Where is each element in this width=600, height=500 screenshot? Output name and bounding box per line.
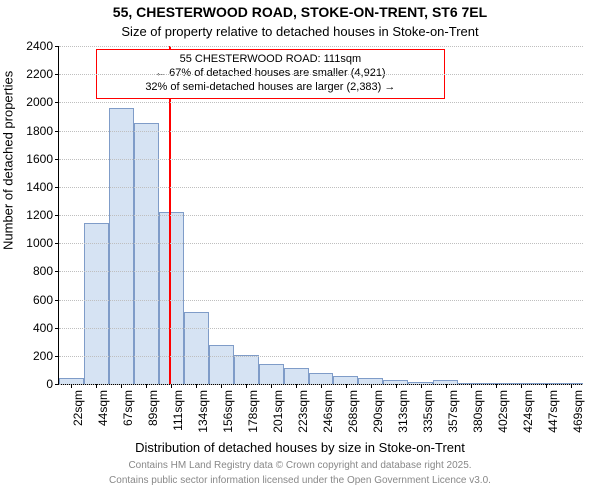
x-tick-label: 268sqm — [346, 384, 360, 433]
x-tick-label: 447sqm — [546, 384, 560, 433]
histogram-bar — [234, 355, 259, 384]
histogram-bar — [109, 108, 134, 384]
gridline — [59, 46, 583, 47]
histogram-bar — [209, 345, 234, 384]
x-tick-label: 335sqm — [421, 384, 435, 433]
x-tick-label: 156sqm — [221, 384, 235, 433]
y-tick-label: 800 — [33, 264, 59, 278]
gridline — [59, 74, 583, 75]
x-tick-label: 201sqm — [271, 384, 285, 433]
x-tick-label: 178sqm — [246, 384, 260, 433]
histogram-bar — [259, 364, 284, 384]
gridline — [59, 102, 583, 103]
y-tick-label: 0 — [46, 377, 59, 391]
y-axis-label: Number of detached properties — [1, 71, 16, 250]
gridline — [59, 131, 583, 132]
gridline — [59, 215, 583, 216]
footer-copyright: Contains HM Land Registry data © Crown c… — [0, 460, 600, 471]
histogram-bar — [159, 212, 184, 384]
x-tick-label: 424sqm — [521, 384, 535, 433]
x-tick-label: 402sqm — [496, 384, 510, 433]
gridline — [59, 187, 583, 188]
y-tick-label: 200 — [33, 349, 59, 363]
y-tick-label: 1600 — [26, 152, 59, 166]
x-axis-label: Distribution of detached houses by size … — [0, 440, 600, 455]
y-tick-label: 1000 — [26, 236, 59, 250]
annotation-line1: 55 CHESTERWOOD ROAD: 111sqm — [103, 53, 438, 67]
gridline — [59, 300, 583, 301]
x-tick-label: 67sqm — [121, 384, 135, 426]
x-tick-label: 89sqm — [146, 384, 160, 426]
x-tick-label: 290sqm — [371, 384, 385, 433]
gridline — [59, 356, 583, 357]
y-tick-label: 400 — [33, 321, 59, 335]
histogram-bar — [309, 373, 334, 384]
x-tick-label: 44sqm — [96, 384, 110, 426]
x-tick-label: 134sqm — [196, 384, 210, 433]
x-tick-label: 357sqm — [446, 384, 460, 433]
plot-area: 55 CHESTERWOOD ROAD: 111sqm ← 67% of det… — [58, 46, 583, 385]
y-tick-label: 1400 — [26, 180, 59, 194]
y-tick-label: 2400 — [26, 39, 59, 53]
histogram-bar — [84, 223, 109, 384]
gridline — [59, 159, 583, 160]
histogram-bar — [134, 123, 159, 384]
annotation-line3: 32% of semi-detached houses are larger (… — [103, 81, 438, 95]
histogram-bar — [184, 312, 209, 384]
x-tick-label: 469sqm — [571, 384, 585, 433]
chart-title: 55, CHESTERWOOD ROAD, STOKE-ON-TRENT, ST… — [0, 4, 600, 20]
gridline — [59, 328, 583, 329]
chart-subtitle: Size of property relative to detached ho… — [0, 24, 600, 39]
y-tick-label: 1800 — [26, 124, 59, 138]
x-tick-label: 313sqm — [396, 384, 410, 433]
histogram-bar — [333, 376, 358, 384]
property-size-chart: 55, CHESTERWOOD ROAD, STOKE-ON-TRENT, ST… — [0, 0, 600, 500]
footer-licence: Contains public sector information licen… — [0, 475, 600, 486]
y-tick-label: 2000 — [26, 95, 59, 109]
gridline — [59, 243, 583, 244]
y-tick-label: 600 — [33, 293, 59, 307]
x-tick-label: 380sqm — [471, 384, 485, 433]
x-tick-label: 111sqm — [171, 384, 185, 431]
x-tick-label: 223sqm — [296, 384, 310, 433]
x-tick-label: 22sqm — [71, 384, 85, 426]
y-tick-label: 1200 — [26, 208, 59, 222]
x-tick-label: 246sqm — [321, 384, 335, 433]
y-tick-label: 2200 — [26, 67, 59, 81]
gridline — [59, 271, 583, 272]
histogram-bar — [284, 368, 309, 384]
